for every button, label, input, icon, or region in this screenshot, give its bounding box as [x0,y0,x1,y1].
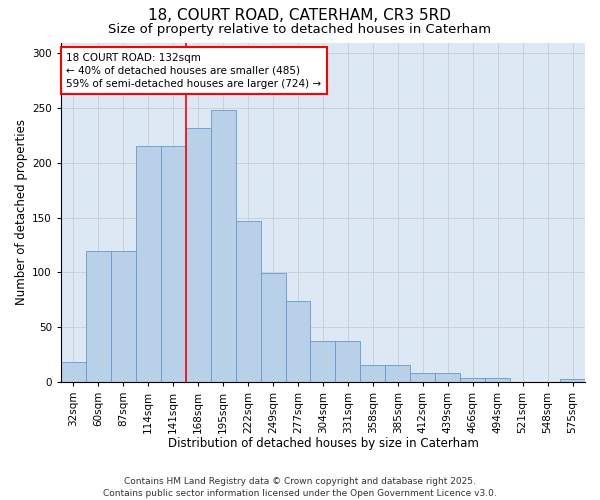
Y-axis label: Number of detached properties: Number of detached properties [15,119,28,305]
Bar [86,252,111,382]
Bar [286,300,310,382]
Bar [111,252,136,382]
Bar [260,274,286,382]
Text: Contains HM Land Registry data © Crown copyright and database right 2025.
Contai: Contains HM Land Registry data © Crown c… [103,476,497,498]
Bar [211,110,236,382]
X-axis label: Distribution of detached houses by size in Caterham: Distribution of detached houses by size … [167,437,478,450]
Bar [460,378,485,382]
Bar [435,373,460,382]
Bar [485,378,510,382]
Bar [410,373,435,382]
Text: Size of property relative to detached houses in Caterham: Size of property relative to detached ho… [109,22,491,36]
Bar [560,380,585,382]
Bar [361,366,385,382]
Bar [161,146,186,382]
Bar [61,362,86,382]
Bar [236,221,260,382]
Bar [310,341,335,382]
Bar [186,128,211,382]
Bar [136,146,161,382]
Text: 18, COURT ROAD, CATERHAM, CR3 5RD: 18, COURT ROAD, CATERHAM, CR3 5RD [149,8,452,22]
Bar [385,366,410,382]
Text: 18 COURT ROAD: 132sqm
← 40% of detached houses are smaller (485)
59% of semi-det: 18 COURT ROAD: 132sqm ← 40% of detached … [66,52,322,89]
Bar [335,341,361,382]
